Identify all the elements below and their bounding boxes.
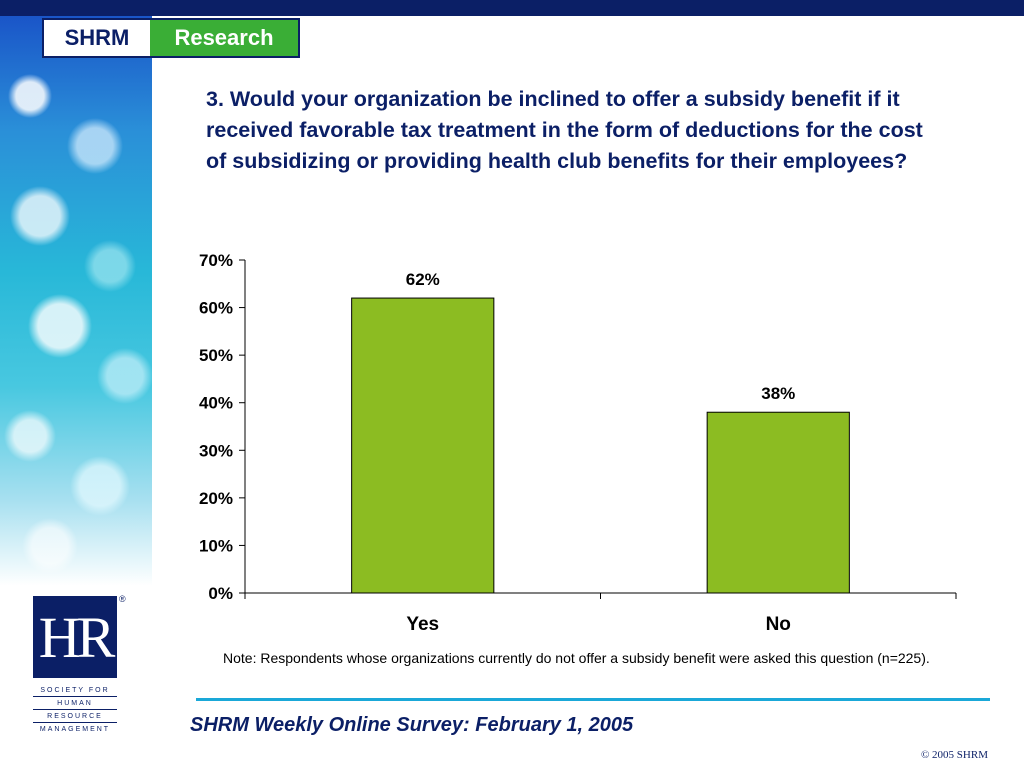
divider-rule	[196, 698, 990, 701]
y-tick-label: 70%	[199, 251, 233, 270]
y-tick-label: 20%	[199, 489, 233, 508]
y-tick-label: 50%	[199, 346, 233, 365]
x-category-label: No	[766, 614, 791, 635]
question-title: 3. Would your organization be inclined t…	[206, 87, 923, 173]
hr-logo-word: RESOURCE	[33, 709, 117, 722]
chart-note: Note: Respondents whose organizations cu…	[223, 650, 930, 666]
y-tick-label: 60%	[199, 299, 233, 318]
y-tick-label: 30%	[199, 441, 233, 460]
y-axis: 0% 10% 20% 30% 40% 50% 60% 70%	[199, 251, 246, 603]
hr-logo-words: SOCIETY FOR HUMAN RESOURCE MANAGEMENT	[33, 684, 117, 735]
y-tick-label: 40%	[199, 394, 233, 413]
y-tick-label: 0%	[208, 584, 233, 603]
copyright: © 2005 SHRM	[920, 749, 988, 761]
logo-research: Research	[150, 20, 298, 56]
logo-shrm: SHRM	[44, 20, 150, 56]
hr-logo-word: MANAGEMENT	[33, 722, 117, 735]
hr-logo-word: HUMAN	[33, 696, 117, 709]
registered-mark: ®	[119, 594, 126, 604]
bar-yes	[351, 297, 495, 594]
top-bar	[0, 0, 1024, 16]
data-label: 62%	[406, 270, 440, 289]
bar-chart: 0% 10% 20% 30% 40% 50% 60% 70% Yes No 62% 38%	[199, 251, 957, 635]
hr-society-logo: HR ® SOCIETY FOR HUMAN RESOURCE MANAGEME…	[33, 594, 133, 735]
y-tick-label: 10%	[199, 536, 233, 555]
decorative-bokeh-strip	[0, 16, 152, 586]
bar-no	[706, 411, 850, 594]
x-axis: Yes No	[244, 592, 957, 635]
shrm-research-logo: SHRM Research	[42, 18, 300, 58]
x-category-label: Yes	[406, 614, 439, 635]
hr-logo-word: SOCIETY FOR	[40, 687, 110, 694]
hr-logo-mark: HR	[33, 596, 117, 678]
data-label: 38%	[761, 384, 795, 403]
survey-title: SHRM Weekly Online Survey: February 1, 2…	[190, 714, 634, 736]
bars: 62% 38%	[351, 270, 850, 594]
